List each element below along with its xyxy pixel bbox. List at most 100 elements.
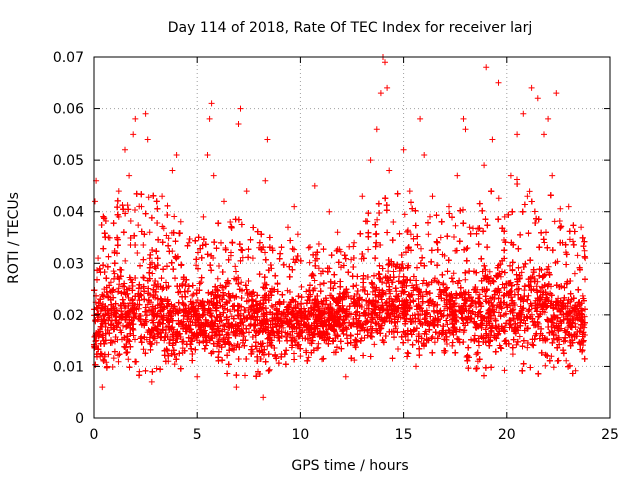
band-point: [401, 211, 408, 218]
band-point: [132, 207, 138, 213]
band-point: [268, 302, 275, 309]
band-point: [518, 269, 525, 276]
band-point: [521, 287, 528, 294]
band-point: [499, 281, 506, 288]
band-point: [171, 213, 178, 220]
band-point: [232, 263, 239, 270]
band-point: [550, 364, 557, 371]
band-point: [171, 361, 178, 368]
band-point: [161, 337, 168, 344]
band-point: [317, 281, 324, 288]
band-point: [147, 331, 154, 338]
band-point: [407, 231, 414, 238]
band-point: [145, 194, 152, 201]
band-point: [122, 257, 129, 264]
band-point: [115, 352, 122, 359]
band-point: [266, 366, 273, 373]
band-point: [305, 354, 312, 361]
band-point: [444, 321, 451, 328]
band-point: [431, 339, 438, 346]
band-point: [153, 339, 160, 346]
band-point: [245, 278, 252, 284]
band-point: [563, 357, 570, 364]
band-point: [509, 351, 516, 358]
band-point: [146, 255, 153, 262]
band-point: [388, 279, 395, 286]
band-point: [529, 341, 536, 348]
band-point: [548, 353, 555, 360]
band-point: [227, 308, 234, 315]
band-point: [513, 341, 520, 348]
band-point: [471, 332, 478, 339]
band-point: [100, 356, 106, 363]
band-point: [337, 248, 344, 255]
band-point: [462, 276, 469, 283]
band-point: [298, 283, 305, 290]
grid-lines: [94, 57, 610, 418]
band-point: [305, 329, 312, 336]
band-point: [542, 362, 549, 369]
band-point: [189, 292, 196, 299]
band-point: [239, 254, 246, 261]
chart-title: Day 114 of 2018, Rate Of TEC Index for r…: [168, 20, 533, 36]
band-point: [149, 270, 156, 277]
band-point: [109, 364, 116, 370]
band-point: [107, 279, 114, 286]
band-point: [177, 218, 184, 225]
band-point: [122, 344, 129, 351]
band-point: [350, 243, 357, 250]
band-point: [524, 344, 531, 351]
band-point: [135, 222, 142, 229]
band-point: [163, 232, 170, 239]
band-point: [315, 265, 322, 272]
band-point: [452, 222, 459, 229]
band-point: [127, 218, 134, 224]
band-point: [153, 365, 160, 372]
band-point: [420, 277, 427, 284]
band-point: [125, 356, 132, 363]
band-point: [537, 288, 544, 295]
band-point: [216, 263, 222, 269]
band-point: [284, 287, 291, 294]
band-point: [125, 294, 132, 301]
band-point: [319, 356, 325, 363]
band-point: [303, 288, 310, 295]
band-point: [144, 301, 151, 308]
band-point: [124, 202, 131, 209]
band-point: [190, 291, 197, 298]
band-point: [581, 247, 588, 254]
band-point: [371, 341, 378, 348]
band-point: [570, 238, 576, 245]
band-point: [353, 282, 360, 289]
band-point: [110, 355, 117, 362]
band-point: [352, 309, 359, 316]
band-point: [516, 333, 523, 340]
band-point: [116, 281, 123, 288]
band-point: [382, 290, 389, 297]
band-point: [572, 320, 579, 327]
band-point: [307, 244, 313, 250]
band-point: [501, 367, 508, 374]
band-point: [385, 268, 392, 275]
band-point: [295, 293, 302, 299]
band-point: [557, 205, 564, 212]
band-point: [495, 195, 502, 202]
band-point: [541, 239, 548, 246]
band-point: [556, 218, 563, 224]
band-point: [374, 216, 381, 223]
band-point: [315, 344, 322, 351]
band-point: [390, 268, 397, 275]
band-point: [572, 367, 579, 374]
band-point: [160, 225, 167, 232]
band-point: [456, 339, 463, 346]
band-point: [140, 346, 147, 353]
band-point: [140, 242, 147, 248]
band-point: [365, 246, 372, 253]
band-point: [314, 345, 321, 352]
band-point: [418, 245, 424, 252]
band-point: [115, 358, 122, 365]
band-point: [566, 236, 573, 243]
band-point: [392, 323, 399, 330]
